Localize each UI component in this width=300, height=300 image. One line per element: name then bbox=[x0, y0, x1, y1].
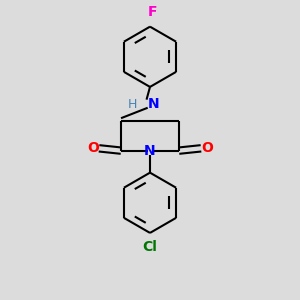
Text: Cl: Cl bbox=[142, 240, 158, 254]
Text: N: N bbox=[144, 144, 156, 158]
Text: F: F bbox=[148, 5, 157, 19]
Text: H: H bbox=[128, 98, 137, 111]
Text: N: N bbox=[148, 97, 159, 111]
Text: O: O bbox=[87, 141, 99, 155]
Text: O: O bbox=[201, 141, 213, 155]
